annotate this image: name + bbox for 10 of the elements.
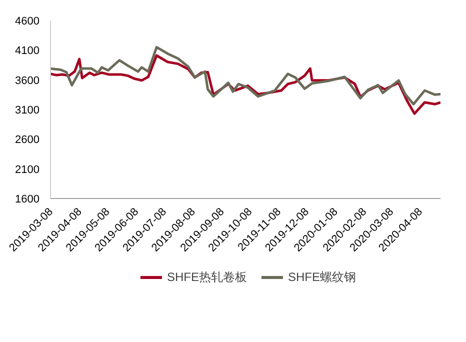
y-tick-label: 4600 [15, 16, 40, 28]
y-tick-label: 3600 [15, 74, 40, 87]
y-tick-label: 2100 [15, 164, 40, 176]
y-tick-label: 4100 [15, 45, 40, 58]
legend-label: SHFE热轧卷板 [166, 268, 247, 286]
legend-label: SHFE螺纹钢 [288, 268, 356, 286]
y-tick-label: 1600 [15, 194, 40, 206]
line-series [50, 46, 440, 106]
y-tick-label: 2600 [15, 134, 40, 146]
y-tick-label: 3100 [15, 104, 40, 116]
